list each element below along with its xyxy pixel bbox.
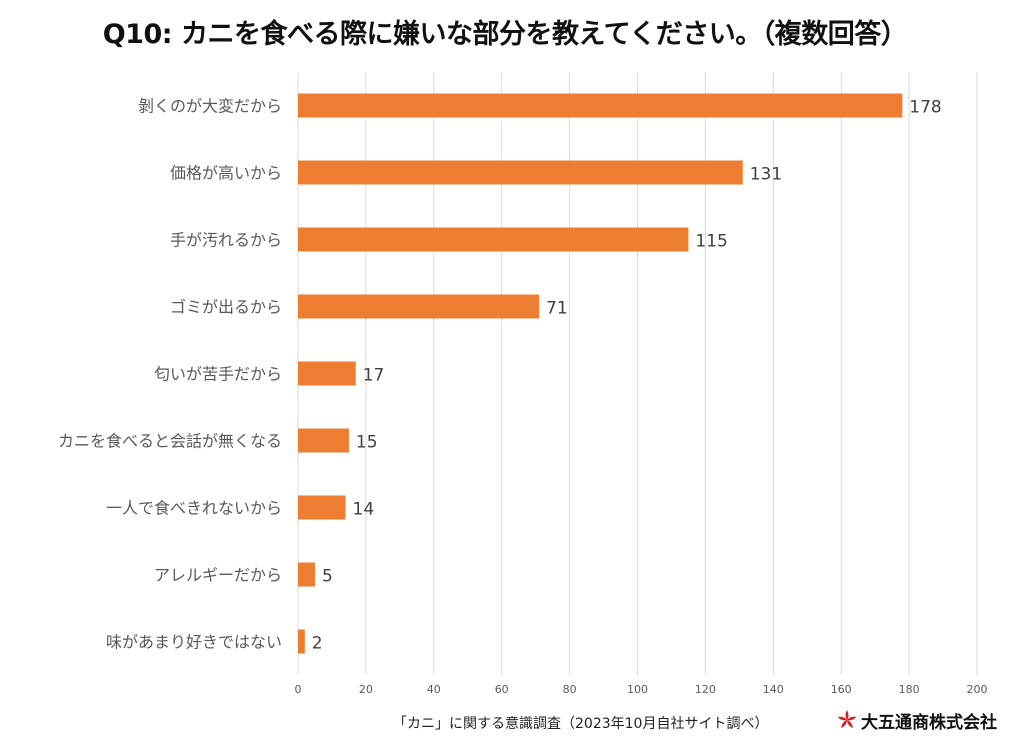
bar [298, 428, 349, 453]
value-label: 15 [356, 433, 378, 453]
category-label: 手が汚れるから [170, 231, 282, 250]
x-tick-label: 120 [695, 683, 716, 696]
category-label: 一人で食べきれないから [106, 499, 282, 518]
bar [298, 495, 346, 520]
category-label: カニを食べると会話が無くなる [58, 432, 282, 451]
bar [298, 93, 903, 118]
star-logo-icon [837, 710, 857, 729]
bar [298, 294, 540, 319]
value-labels: 178 131 115 71 17 15 14 5 2 [312, 98, 942, 654]
value-label: 178 [909, 98, 941, 118]
value-label: 115 [695, 232, 727, 252]
x-tick-label: 180 [899, 683, 920, 696]
bar [298, 160, 743, 185]
category-label: ゴミが出るから [170, 298, 282, 317]
category-label: 価格が高いから [170, 164, 282, 183]
bar [298, 227, 689, 252]
value-label: 71 [546, 299, 568, 319]
company-brand: 大五通商株式会社 [836, 708, 997, 733]
company-name: 大五通商株式会社 [861, 712, 997, 733]
bar [298, 361, 356, 386]
category-labels: 剝くのが大変だから価格が高いから手が汚れるからゴミが出るから匂いが苦手だからカニ… [58, 97, 282, 652]
chart-title: Q10: カニを食べる際に嫌いな部分を教えてください。（複数回答） [102, 19, 908, 50]
x-tick-label: 20 [359, 683, 373, 696]
category-label: 匂いが苦手だから [154, 365, 282, 384]
x-tick-label: 140 [763, 683, 784, 696]
value-label: 2 [312, 634, 323, 654]
bar [298, 629, 305, 654]
x-tick-label: 40 [427, 683, 441, 696]
bar [298, 562, 315, 587]
value-label: 14 [353, 500, 375, 520]
x-tick-label: 0 [295, 683, 302, 696]
category-label: 味があまり好きではない [106, 633, 282, 652]
category-label: 剝くのが大変だから [138, 97, 282, 116]
x-tick-label: 100 [627, 683, 648, 696]
value-label: 5 [322, 567, 333, 587]
x-tick-label: 80 [563, 683, 577, 696]
survey-source-note: 「カニ」に関する意識調査（2023年10月自社サイト調べ） [393, 716, 769, 732]
x-tick-labels: 0 20 40 60 80 100 120 140 160 180 200 [295, 683, 988, 696]
value-label: 17 [363, 366, 385, 386]
x-tick-label: 200 [967, 683, 988, 696]
bars [298, 93, 903, 654]
value-label: 131 [750, 165, 782, 185]
x-tick-label: 160 [831, 683, 852, 696]
x-tick-label: 60 [495, 683, 509, 696]
category-label: アレルギーだから [154, 566, 282, 585]
